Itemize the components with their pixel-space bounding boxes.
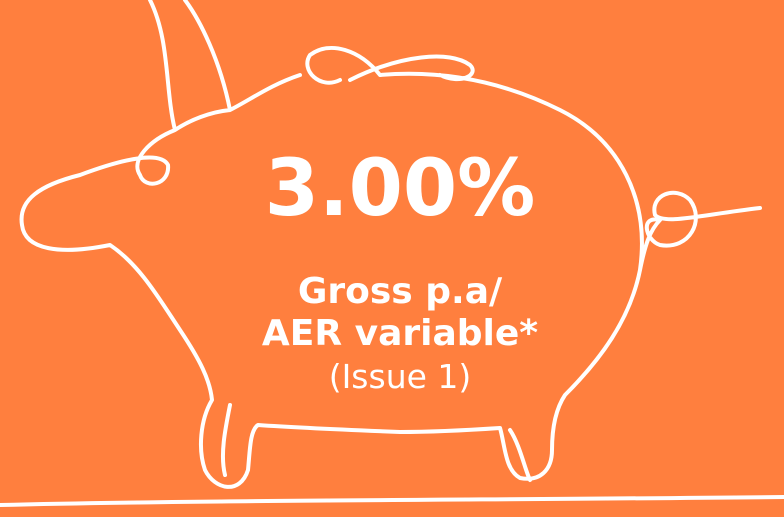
- rate-label-line1: Gross p.a/: [298, 271, 503, 312]
- rate-label-line2: AER variable*: [262, 313, 538, 354]
- issue-label: (Issue 1): [329, 357, 472, 396]
- page: 3.00% Gross p.a/ AER variable* (Issue 1)…: [0, 0, 784, 517]
- background: [0, 0, 784, 517]
- promo-graphic: 3.00% Gross p.a/ AER variable* (Issue 1): [0, 0, 784, 517]
- rate-value: 3.00%: [265, 144, 536, 234]
